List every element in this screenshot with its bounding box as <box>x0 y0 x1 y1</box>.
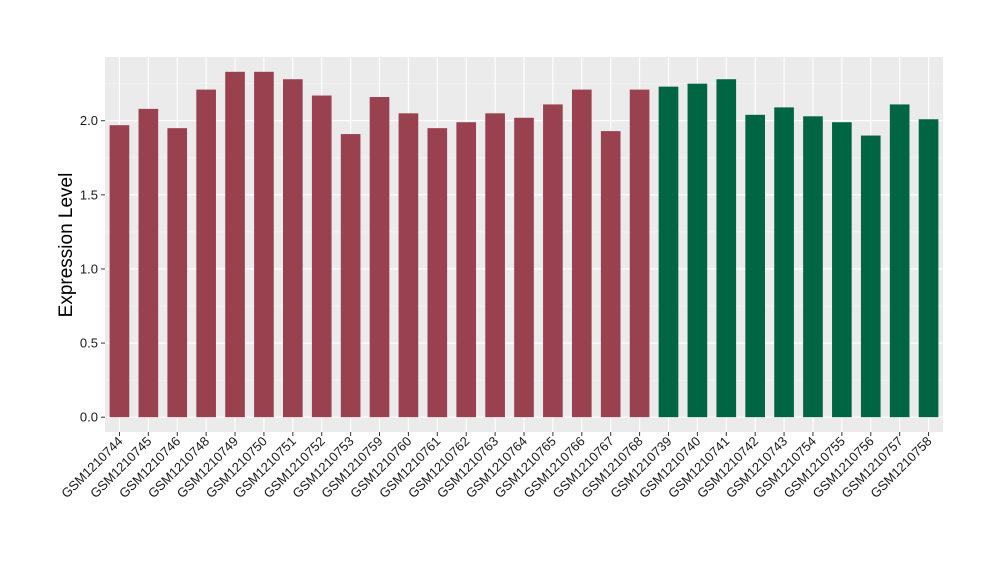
bar-GSM1210745 <box>138 108 159 418</box>
bar-GSM1210744 <box>109 125 130 418</box>
bar-GSM1210756 <box>860 135 881 418</box>
bar-GSM1210751 <box>283 79 303 418</box>
bars <box>109 71 939 418</box>
x-axis: GSM1210744GSM1210745GSM1210746GSM1210748… <box>58 432 935 501</box>
bar-GSM1210739 <box>658 86 679 418</box>
bar-GSM1210753 <box>340 134 361 418</box>
bar-GSM1210740 <box>687 83 708 418</box>
bar-GSM1210766 <box>571 89 592 418</box>
bar-GSM1210759 <box>369 97 390 418</box>
y-tick-label: 0.5 <box>80 336 98 351</box>
bar-GSM1210764 <box>514 117 534 418</box>
bar-GSM1210758 <box>918 119 939 418</box>
bar-GSM1210765 <box>543 104 563 418</box>
y-tick-label: 1.0 <box>80 261 98 276</box>
y-axis-title: Expression Level <box>56 173 77 318</box>
y-tick-label: 0.0 <box>80 410 98 425</box>
bar-GSM1210767 <box>600 131 621 418</box>
bar-GSM1210755 <box>832 122 852 418</box>
bar-GSM1210752 <box>311 95 332 418</box>
bar-GSM1210754 <box>803 116 823 418</box>
bar-GSM1210757 <box>889 104 910 418</box>
bar-GSM1210760 <box>398 113 419 418</box>
bar-GSM1210746 <box>167 128 188 418</box>
bar-GSM1210761 <box>427 128 448 418</box>
bar-GSM1210768 <box>629 89 650 418</box>
y-tick-label: 2.0 <box>80 113 98 128</box>
bar-GSM1210749 <box>225 71 245 418</box>
bar-GSM1210763 <box>485 113 505 418</box>
bar-GSM1210741 <box>716 79 737 418</box>
y-tick-label: 1.5 <box>80 187 98 202</box>
bar-GSM1210762 <box>456 122 477 418</box>
bar-GSM1210750 <box>254 71 274 418</box>
y-axis: 0.0 0.5 1.0 1.5 2.0 <box>80 113 105 425</box>
bar-GSM1210748 <box>196 89 216 418</box>
bar-GSM1210743 <box>774 107 794 418</box>
bar-GSM1210742 <box>745 114 765 418</box>
